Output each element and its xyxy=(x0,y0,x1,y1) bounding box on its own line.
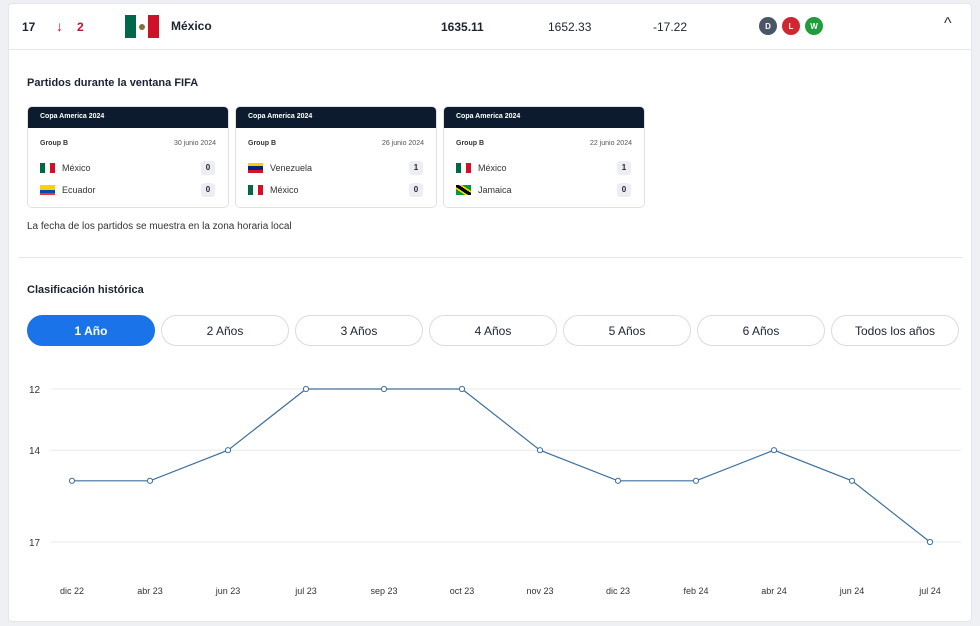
data-point xyxy=(380,385,388,393)
away-team: Jamaica xyxy=(478,185,512,195)
chevron-up-icon[interactable]: ^ xyxy=(944,15,952,32)
total-points: 1635.11 xyxy=(441,20,484,34)
rank-value: 17 xyxy=(22,20,36,34)
home-team: Venezuela xyxy=(270,163,313,173)
x-tick-label: sep 23 xyxy=(370,586,397,596)
x-tick-label: dic 22 xyxy=(60,586,84,596)
history-section-title: Clasificación histórica xyxy=(27,284,144,296)
home-score: 1 xyxy=(409,161,423,175)
data-point xyxy=(692,477,700,484)
y-tick-label: 17 xyxy=(29,538,41,549)
data-point xyxy=(614,477,622,484)
match-date: 30 junio 2024 xyxy=(173,140,216,147)
tab-all-years[interactable]: Todos los años xyxy=(831,315,959,346)
x-tick-label: jul 24 xyxy=(918,586,941,596)
x-tick-label: feb 24 xyxy=(683,586,708,596)
x-tick-label: jul 23 xyxy=(294,586,317,596)
data-point xyxy=(458,385,466,393)
mexico-flag-icon xyxy=(125,15,159,38)
previous-points: 1652.33 xyxy=(548,20,592,34)
tab-3-years[interactable]: 3 Años xyxy=(295,315,423,346)
x-tick-label: dic 23 xyxy=(606,586,630,596)
result-badge-draw: D xyxy=(759,17,777,35)
y-tick-label: 14 xyxy=(29,446,41,457)
data-point xyxy=(770,447,778,454)
away-score: 0 xyxy=(617,183,631,197)
timezone-note: La fecha de los partidos se muestra en l… xyxy=(27,221,292,232)
data-point xyxy=(302,385,310,393)
x-tick-label: abr 23 xyxy=(137,586,163,596)
series-line xyxy=(72,388,931,543)
ecuador-flag-icon xyxy=(40,185,55,195)
section-divider xyxy=(19,257,963,258)
data-point xyxy=(146,477,154,484)
competition-name: Copa America 2024 xyxy=(28,107,228,128)
matches-section-title: Partidos durante la ventana FIFA xyxy=(27,77,199,89)
match-card[interactable]: Copa America 2024 Group B 26 junio 2024 … xyxy=(235,106,437,208)
arrow-down-icon: ↓ xyxy=(56,18,63,34)
tab-4-years[interactable]: 4 Años xyxy=(429,315,557,346)
data-point xyxy=(68,477,76,484)
venezuela-flag-icon xyxy=(248,163,263,173)
x-tick-label: oct 23 xyxy=(450,586,475,596)
away-team: Ecuador xyxy=(62,185,96,195)
mexico-flag-icon xyxy=(248,185,263,195)
match-date: 26 junio 2024 xyxy=(381,140,424,147)
tab-6-years[interactable]: 6 Años xyxy=(697,315,825,346)
jamaica-flag-icon xyxy=(456,185,471,195)
ranking-row[interactable]: 17 ↓ 2 México 1635.11 1652.33 -17.22 D L… xyxy=(9,4,973,50)
mexico-flag-icon xyxy=(456,163,471,173)
data-point xyxy=(536,447,544,454)
away-score: 0 xyxy=(201,183,215,197)
ranking-card: 17 ↓ 2 México 1635.11 1652.33 -17.22 D L… xyxy=(8,3,973,622)
ranking-history-chart: 12 14 17 dic 22 abr 23 jun 23 jul 23 sep 23 oct … xyxy=(29,385,961,596)
home-team: México xyxy=(62,163,91,173)
home-score: 0 xyxy=(201,161,215,175)
competition-name: Copa America 2024 xyxy=(236,107,436,128)
rank-change: 2 xyxy=(77,20,84,34)
data-point xyxy=(926,538,934,546)
mexico-flag-icon xyxy=(40,163,55,173)
match-date: 22 junio 2024 xyxy=(589,140,632,147)
x-tick-label: nov 23 xyxy=(526,586,553,596)
points-difference: -17.22 xyxy=(653,20,688,34)
tab-2-years[interactable]: 2 Años xyxy=(161,315,289,346)
away-team: México xyxy=(270,185,299,195)
result-badge-loss: L xyxy=(782,17,800,35)
data-point xyxy=(224,447,232,454)
x-tick-label: jun 24 xyxy=(839,586,865,596)
home-score: 1 xyxy=(617,161,631,175)
tab-1-year[interactable]: 1 Año xyxy=(27,315,155,346)
tab-5-years[interactable]: 5 Años xyxy=(563,315,691,346)
away-score: 0 xyxy=(409,183,423,197)
home-team: México xyxy=(478,163,507,173)
match-card[interactable]: Copa America 2024 Group B 30 junio 2024 … xyxy=(27,106,229,208)
group-label: Group B xyxy=(40,140,68,147)
team-name[interactable]: México xyxy=(171,19,212,33)
data-point xyxy=(848,477,856,484)
group-label: Group B xyxy=(248,140,276,147)
group-label: Group B xyxy=(456,140,484,147)
match-card[interactable]: Copa America 2024 Group B 22 junio 2024 … xyxy=(443,106,645,208)
competition-name: Copa America 2024 xyxy=(444,107,644,128)
x-tick-label: jun 23 xyxy=(215,586,241,596)
y-tick-label: 12 xyxy=(29,385,41,396)
result-badge-win: W xyxy=(805,17,823,35)
x-tick-label: abr 24 xyxy=(761,586,787,596)
